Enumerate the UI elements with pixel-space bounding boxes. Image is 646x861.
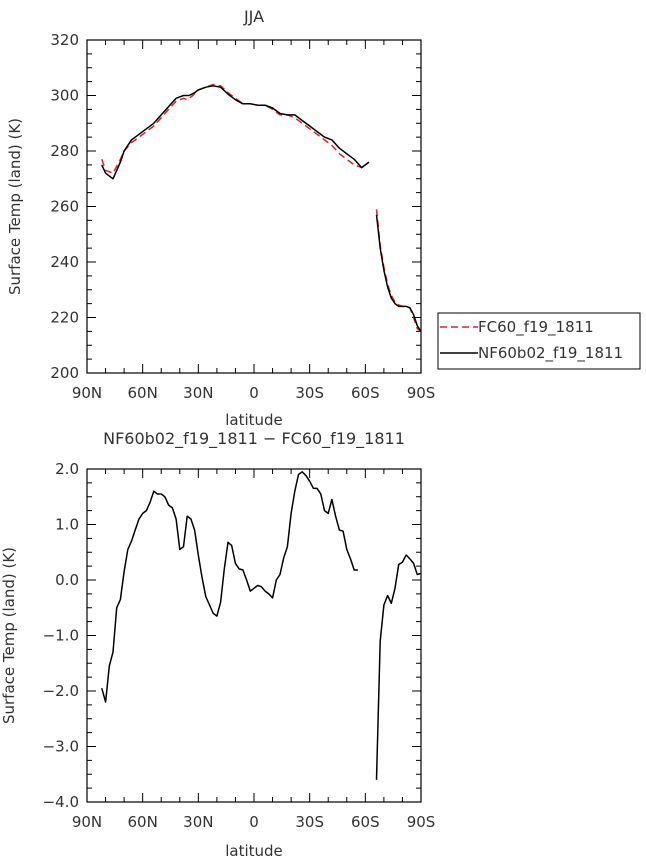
- series-line-difference: [375, 554, 422, 780]
- legend-label: FC60_f19_1811: [478, 318, 594, 337]
- chart-title: JJA: [243, 7, 264, 26]
- x-tick-label: 30N: [183, 384, 213, 402]
- series-line-fc60-f19-1811: [101, 83, 370, 174]
- y-tick-label: −2.0: [43, 682, 79, 700]
- y-tick-label: 240: [50, 253, 79, 271]
- x-tick-label: 60N: [128, 384, 158, 402]
- x-tick-label: 30S: [295, 813, 324, 831]
- y-tick-label: 0.0: [55, 571, 79, 589]
- x-tick-label: 90N: [72, 813, 102, 831]
- series-line-difference: [101, 471, 358, 703]
- series-line-nf60b02-f19-1811: [101, 85, 370, 180]
- y-tick-label: 300: [50, 87, 79, 105]
- x-tick-label: 30S: [295, 384, 324, 402]
- y-tick-label: 260: [50, 198, 79, 216]
- x-tick-label: 90N: [72, 384, 102, 402]
- x-tick-label: 30N: [183, 813, 213, 831]
- x-axis-label: latitude: [225, 411, 283, 429]
- plot-frame: [86, 39, 422, 374]
- chart-title: NF60b02_f19_1811 − FC60_f19_1811: [103, 429, 405, 449]
- x-tick-label: 60N: [128, 813, 158, 831]
- plot-frame: [86, 468, 422, 803]
- y-tick-label: 200: [50, 364, 79, 382]
- legend-box: [437, 312, 641, 370]
- x-axis-label: latitude: [225, 842, 283, 860]
- x-tick-label: 90S: [407, 384, 436, 402]
- y-tick-label: 220: [50, 309, 79, 327]
- y-axis-label: Surface Temp (land) (K): [6, 118, 24, 295]
- x-tick-label: 60S: [351, 813, 380, 831]
- y-tick-label: 2.0: [55, 460, 79, 478]
- legend-label: NF60b02_f19_1811: [478, 344, 623, 363]
- x-tick-label: 60S: [351, 384, 380, 402]
- y-tick-label: −1.0: [43, 627, 79, 645]
- y-tick-label: −3.0: [43, 738, 79, 756]
- x-tick-label: 0: [249, 384, 259, 402]
- y-tick-label: 320: [50, 31, 79, 49]
- y-tick-label: 1.0: [55, 516, 79, 534]
- x-tick-label: 0: [249, 813, 259, 831]
- x-tick-label: 90S: [407, 813, 436, 831]
- series-line-nf60b02-f19-1811: [375, 214, 422, 332]
- y-tick-label: −4.0: [43, 793, 79, 811]
- y-axis-label: Surface Temp (land) (K): [0, 547, 18, 724]
- y-tick-label: 280: [50, 142, 79, 160]
